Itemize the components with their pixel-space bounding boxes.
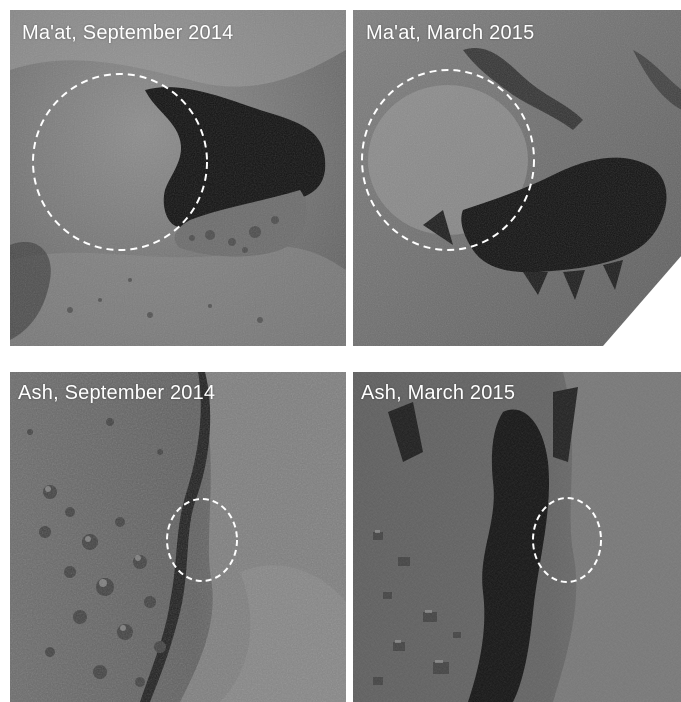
panel-maat-march-2015: Ma'at, March 2015 <box>353 10 681 346</box>
comet-surface-image <box>353 10 681 346</box>
comet-surface-image <box>10 10 346 346</box>
highlight-circle <box>166 498 238 582</box>
panel-ash-september-2014: Ash, September 2014 <box>10 372 346 702</box>
comet-surface-image <box>353 372 681 702</box>
highlight-circle <box>532 497 602 583</box>
panel-caption: Ma'at, March 2015 <box>366 22 535 44</box>
comet-surface-image <box>10 372 346 702</box>
panel-caption: Ash, March 2015 <box>361 382 516 404</box>
highlight-circle <box>32 73 208 251</box>
panel-maat-september-2014: Ma'at, September 2014 <box>10 10 346 346</box>
panel-caption: Ma'at, September 2014 <box>22 22 234 44</box>
panel-ash-march-2015: Ash, March 2015 <box>353 372 681 702</box>
highlight-circle <box>361 69 535 251</box>
panel-caption: Ash, September 2014 <box>18 382 216 404</box>
